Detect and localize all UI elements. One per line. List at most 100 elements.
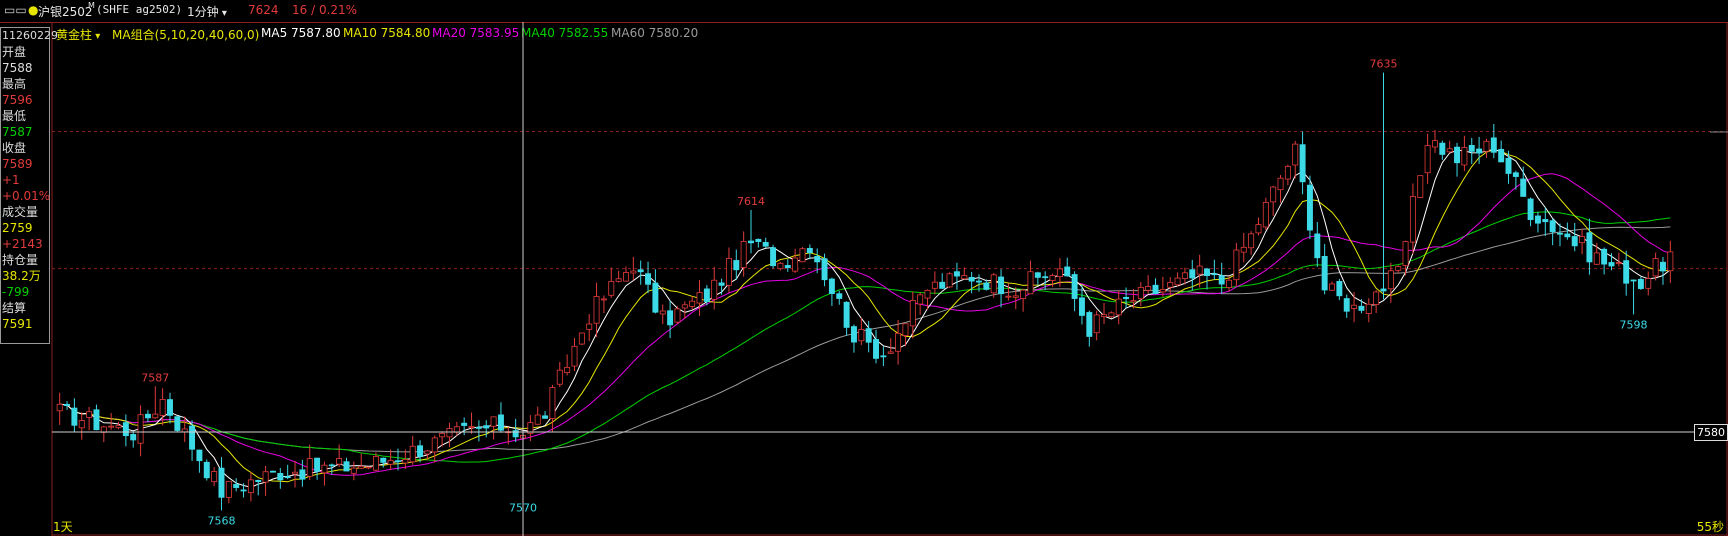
- price-change: 16 / 0.21%: [292, 3, 358, 17]
- candle-body: [453, 426, 460, 433]
- candle-body: [586, 323, 593, 330]
- candle: [1240, 233, 1247, 263]
- candle: [240, 483, 247, 498]
- candle-body: [292, 471, 298, 475]
- candle-body: [1042, 276, 1049, 279]
- low-price-label: 7568: [207, 514, 235, 527]
- candle-body: [1527, 198, 1534, 220]
- candle: [1571, 222, 1578, 252]
- candle-body: [1101, 314, 1107, 317]
- candle-body: [1432, 140, 1438, 148]
- candle: [931, 271, 938, 295]
- style-selector[interactable]: 黄金柱 ▾: [56, 26, 100, 43]
- period-selector[interactable]: 1分钟 ▾: [187, 3, 227, 20]
- candle: [1329, 281, 1335, 291]
- candle-body: [564, 366, 571, 374]
- candle-body: [887, 351, 894, 354]
- candle: [395, 448, 401, 471]
- candle-body: [1417, 175, 1424, 198]
- info-open-label: 开盘: [2, 45, 27, 59]
- candle-body: [159, 398, 166, 416]
- candle-body: [1145, 286, 1152, 291]
- candle-body: [1299, 144, 1306, 183]
- candle-body: [1468, 144, 1475, 152]
- symbol-code: (SHFE ag2502): [96, 3, 183, 16]
- ma-group-label[interactable]: MA组合(5,10,20,40,60,0): [112, 28, 260, 42]
- candle-body: [1461, 147, 1468, 166]
- candle: [115, 421, 122, 430]
- candle: [924, 289, 931, 310]
- candle: [108, 412, 115, 430]
- candle-body: [1601, 248, 1608, 265]
- candle-body: [1380, 288, 1387, 292]
- candle-body: [976, 280, 982, 283]
- candle: [1623, 250, 1630, 296]
- candle: [1490, 123, 1497, 159]
- candle: [1027, 260, 1034, 295]
- candle-body: [497, 414, 504, 431]
- candle-body: [115, 425, 122, 429]
- candle: [1542, 207, 1549, 237]
- ma5-line: [59, 148, 1671, 488]
- candle-body: [1564, 233, 1571, 238]
- candle-body: [1424, 145, 1431, 174]
- candle: [1512, 170, 1519, 190]
- candle: [1637, 276, 1644, 290]
- candle: [1189, 259, 1196, 291]
- footer-right-label: 55秒: [1696, 520, 1724, 534]
- candle: [189, 420, 196, 461]
- candle-body: [1652, 258, 1659, 277]
- candle: [284, 464, 291, 480]
- candle-body: [1490, 137, 1497, 153]
- candle-body: [137, 414, 144, 444]
- candle: [174, 416, 181, 432]
- candle: [1159, 276, 1166, 297]
- symbol-dot-icon: ●: [28, 3, 39, 17]
- candle-body: [608, 281, 615, 296]
- high-price-label: 7614: [737, 195, 765, 208]
- candle: [1137, 282, 1144, 307]
- info-volume: 2759: [2, 221, 33, 235]
- candle-body: [130, 434, 137, 441]
- window-control-icon[interactable]: ▭▭: [4, 3, 27, 17]
- candle: [703, 285, 710, 306]
- candle: [277, 467, 284, 489]
- candle-body: [64, 403, 71, 406]
- candle-body: [615, 278, 622, 282]
- symbol-toolbar: ▭▭ ● 沪银2502 M (SHFE ag2502) 1分钟 ▾ 7624 1…: [0, 0, 1728, 23]
- candle-body: [475, 427, 482, 429]
- info-close-label: 收盘: [2, 141, 27, 155]
- candle: [1064, 257, 1071, 277]
- candle: [652, 269, 659, 314]
- info-low-label: 最低: [2, 109, 27, 123]
- candle: [542, 411, 549, 419]
- candle: [1262, 197, 1269, 230]
- candle-body: [1476, 148, 1483, 154]
- candle: [681, 301, 688, 319]
- candle-body: [983, 282, 990, 290]
- symbol-name[interactable]: 沪银2502: [38, 5, 93, 19]
- candle-body: [284, 476, 291, 479]
- candle: [850, 324, 857, 353]
- candle-body: [1579, 236, 1586, 244]
- candle-body: [571, 345, 578, 367]
- candle: [586, 314, 593, 342]
- candle-body: [880, 355, 887, 358]
- candle: [1204, 267, 1210, 290]
- candle: [350, 461, 357, 481]
- candle-body: [365, 466, 372, 469]
- candle-body: [659, 310, 666, 315]
- candle-body: [218, 467, 225, 498]
- candle-body: [527, 422, 534, 434]
- candle: [409, 435, 416, 465]
- candle: [534, 406, 541, 425]
- info-change-pct: +0.01%: [2, 189, 51, 203]
- main-contract-mark: M: [88, 1, 95, 10]
- candle-body: [1314, 233, 1321, 259]
- ma60-value: MA60 7580.20: [611, 26, 699, 40]
- candle-body: [909, 300, 916, 327]
- candle: [100, 425, 107, 443]
- candle-body: [1049, 275, 1056, 281]
- candle-body: [873, 339, 880, 359]
